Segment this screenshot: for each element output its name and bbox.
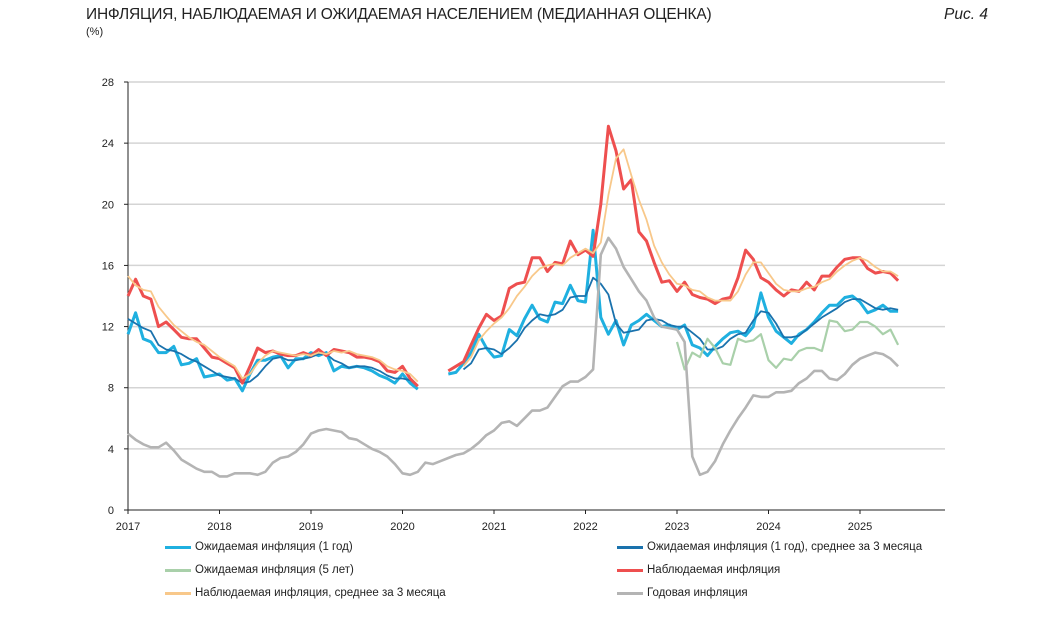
legend-item: Наблюдаемая инфляция	[617, 564, 780, 576]
legend-swatch	[617, 591, 643, 595]
y-tick-label: 0	[108, 505, 114, 517]
x-tick-label: 2019	[299, 521, 323, 533]
x-tick-label: 2018	[207, 521, 231, 533]
x-tick-label: 2017	[116, 521, 140, 533]
chart-title: ИНФЛЯЦИЯ, НАБЛЮДАЕМАЯ И ОЖИДАЕМАЯ НАСЕЛЕ…	[86, 6, 712, 23]
y-tick-label: 8	[108, 383, 114, 395]
legend-label: Ожидаемая инфляция (5 лет)	[195, 564, 354, 576]
legend-label: Ожидаемая инфляция (1 год), среднее за 3…	[647, 541, 923, 553]
y-tick-label: 20	[102, 199, 114, 211]
legend-label: Годовая инфляция	[647, 587, 748, 599]
x-tick-label: 2024	[756, 521, 780, 533]
series-line-0	[126, 228, 899, 393]
figure-label: Рис. 4	[944, 6, 988, 23]
legend-item: Ожидаемая инфляция (1 год), среднее за 3…	[617, 541, 922, 553]
x-tick-label: 2023	[665, 521, 689, 533]
legend-swatch	[165, 545, 191, 549]
x-tick-label: 2025	[848, 521, 872, 533]
y-tick-label: 4	[108, 444, 114, 456]
x-tick-label: 2020	[390, 521, 414, 533]
y-tick-label: 16	[102, 260, 114, 272]
unit-label: (%)	[86, 26, 104, 38]
y-tick-label: 28	[102, 77, 114, 89]
legend-swatch	[165, 591, 191, 595]
series-line-4	[127, 148, 899, 383]
y-tick-label: 24	[102, 138, 114, 150]
legend-item: Ожидаемая инфляция (1 год)	[165, 541, 353, 553]
series-line-3	[126, 124, 900, 388]
legend-item: Наблюдаемая инфляция, среднее за 3 месяц…	[165, 587, 446, 599]
legend-label: Ожидаемая инфляция (1 год)	[195, 541, 353, 553]
legend-item: Годовая инфляция	[617, 587, 748, 599]
series-line-1	[127, 276, 899, 387]
x-tick-label: 2021	[482, 521, 506, 533]
legend-label: Наблюдаемая инфляция	[647, 564, 781, 576]
series-line-5	[127, 236, 900, 478]
legend-label: Наблюдаемая инфляция, среднее за 3 месяц…	[195, 587, 446, 599]
x-tick-label: 2022	[573, 521, 597, 533]
legend-swatch	[165, 568, 191, 572]
y-tick-label: 12	[102, 322, 114, 334]
series-line-2	[675, 319, 900, 371]
legend-swatch	[617, 568, 643, 572]
legend-item: Ожидаемая инфляция (5 лет)	[165, 564, 354, 576]
legend-swatch	[617, 545, 643, 549]
